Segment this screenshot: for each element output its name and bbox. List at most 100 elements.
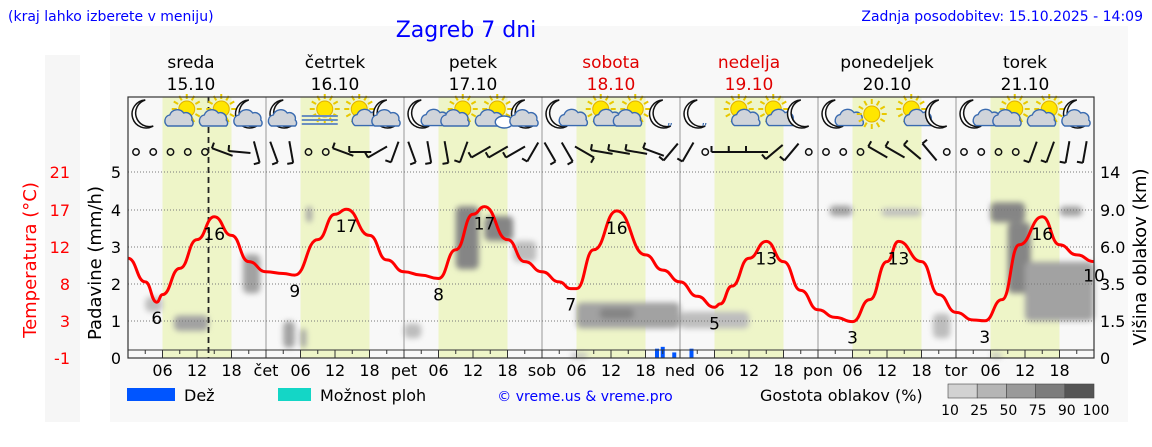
cloud-legend-swatch	[1035, 383, 1066, 399]
moon-small-cloud-icon	[821, 99, 865, 129]
wind-barb-icon	[884, 140, 906, 159]
wind-barb-icon	[543, 141, 557, 166]
drizzle-mark: ”	[667, 121, 673, 135]
sun-ray	[194, 100, 201, 105]
wind-barb	[761, 153, 767, 160]
wind-calm-icon	[977, 148, 986, 156]
x-tick-label: 06	[152, 361, 172, 380]
location-hint-link[interactable]: (kraj lahko izberete v meniju)	[8, 9, 214, 25]
cloud-tick-label: 0	[1100, 349, 1110, 368]
wind-barb-icon	[348, 146, 372, 153]
sun-ray	[608, 100, 615, 105]
wind-barb	[1076, 160, 1084, 164]
cloud-legend-swatch	[1064, 383, 1095, 399]
wind-shaft	[574, 145, 595, 159]
wind-barb-icon	[442, 140, 450, 165]
day-name: petek	[449, 53, 497, 73]
cloud-density-blob	[283, 321, 295, 349]
cloud-density-blob	[174, 315, 209, 331]
temperature-label: 3	[847, 329, 858, 349]
x-tick-label: 12	[877, 361, 897, 380]
sun-ray	[311, 100, 317, 105]
sun-ray	[505, 100, 511, 105]
wind-barb	[642, 142, 647, 149]
sun-ray	[875, 122, 881, 128]
moon-cloud-icon	[233, 99, 263, 129]
legend-showers-label: Možnost ploh	[320, 386, 426, 405]
sun-clouds-icon	[474, 94, 514, 129]
sun-disc	[863, 105, 881, 123]
wind-shaft	[288, 140, 295, 164]
wind-barb-icon	[903, 139, 922, 160]
temperature-label: 6	[151, 309, 162, 329]
wind-shaft	[590, 149, 613, 155]
day-name: sobota	[582, 53, 640, 73]
sun-disc	[316, 100, 334, 118]
legend-showers-swatch	[278, 388, 311, 401]
sun-ray	[897, 100, 904, 105]
sun-ray	[858, 105, 864, 110]
wind-barb	[884, 140, 890, 148]
wind-barb-icon	[761, 144, 784, 160]
wind-barb-icon	[269, 141, 279, 166]
moon-shape	[786, 99, 810, 129]
wind-barb	[590, 156, 595, 164]
credit-link[interactable]: © vreme.us & vreme.pro	[497, 389, 672, 405]
sun-ray	[781, 100, 787, 105]
wind-calm-icon	[183, 148, 192, 156]
wind-barb	[921, 138, 928, 145]
sun-ray	[207, 100, 214, 105]
x-tick-label: 12	[739, 361, 759, 380]
wind-calm-icon	[321, 148, 330, 156]
wind-shaft	[407, 141, 417, 163]
moon-cloud-icon	[1061, 99, 1091, 129]
x-tick-label: 12	[187, 361, 207, 380]
sun-ray	[449, 100, 455, 105]
wind-shaft	[681, 141, 695, 163]
wind-shaft	[390, 141, 400, 163]
wind-shaft	[921, 142, 938, 162]
daylight-band	[300, 97, 370, 358]
sun-ray	[345, 113, 352, 118]
daylight-band	[162, 97, 232, 358]
sun-ray	[345, 100, 352, 105]
wind-barb	[903, 139, 909, 146]
page-title: Zagreb 7 dni	[396, 18, 537, 43]
cloud-density-blob	[933, 313, 951, 339]
x-tick-label: 06	[704, 361, 724, 380]
wind-barb-icon	[658, 142, 679, 162]
wind-barb	[658, 155, 665, 162]
wind-barb-icon	[227, 144, 251, 154]
x-tick-label: 12	[1015, 361, 1035, 380]
precip-bar	[689, 348, 694, 358]
wind-barb-icon	[560, 141, 574, 166]
wind-shaft	[783, 142, 800, 162]
sun-ray	[229, 100, 235, 105]
last-updated: Zadnja posodobitev: 15.10.2025 - 14:09	[861, 9, 1143, 25]
temperature-label: 5	[709, 314, 720, 334]
wind-barb	[1023, 159, 1030, 164]
sun-ray	[746, 100, 753, 105]
wind-barb	[549, 160, 556, 166]
temperature-label: 8	[433, 286, 444, 306]
wind-calm-icon	[201, 148, 209, 156]
cloud-shape	[834, 108, 865, 127]
wind-barb-icon	[1023, 141, 1038, 164]
wind-barb-icon	[502, 145, 526, 159]
wind-shaft	[459, 141, 469, 163]
sun-ray	[879, 105, 886, 110]
precip-bar	[672, 352, 677, 358]
cloud-legend-swatch	[976, 383, 1007, 399]
wind-barb	[287, 161, 294, 165]
cloud-tick-label: 1.5	[1100, 312, 1125, 331]
plot-frame	[127, 96, 1095, 359]
temp-tick-label: -1	[54, 349, 70, 368]
moon-shape	[959, 99, 982, 129]
temperature-label: 13	[755, 249, 777, 269]
sun-ray	[897, 113, 904, 118]
cloud-legend-label: 100	[1083, 403, 1110, 419]
wind-calm-icon	[960, 148, 968, 156]
moon-cloud-icon	[371, 99, 401, 129]
wind-calm-icon	[149, 148, 158, 156]
wind-barb-icon	[867, 140, 888, 159]
